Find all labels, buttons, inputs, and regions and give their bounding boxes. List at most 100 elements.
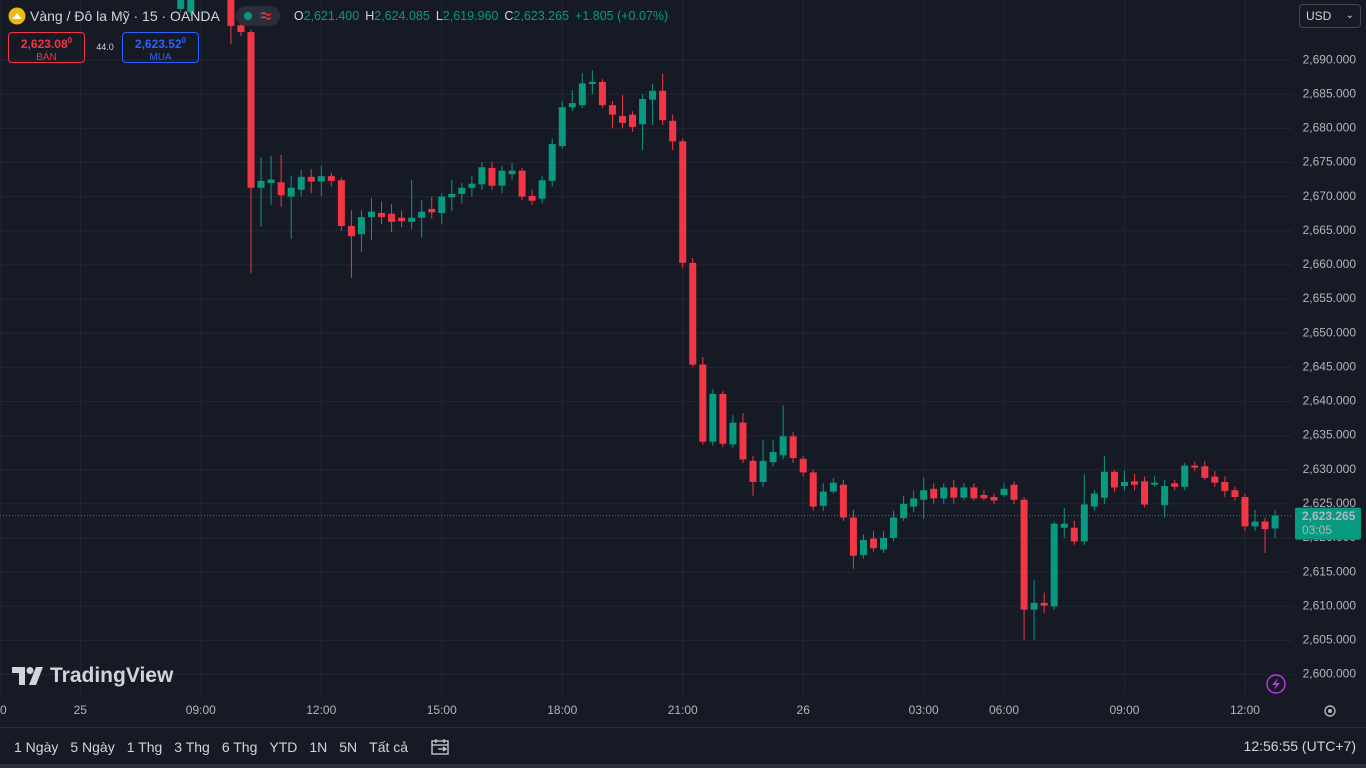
y-tick-label: 2,665.000	[1303, 223, 1357, 237]
axes: 2,600.000 2,605.000 2,610.000 2,615.000 2,62…	[0, 52, 1361, 717]
candle-body	[297, 176, 305, 190]
candle-body	[880, 537, 888, 550]
range-button[interactable]: 5N	[339, 738, 358, 755]
sell-price-pip: 0	[67, 36, 73, 45]
sell-price: 2,623.080	[9, 36, 84, 51]
candle-body	[428, 208, 436, 213]
y-tick-label: 2,630.000	[1303, 462, 1357, 476]
sell-label: BÁN	[36, 52, 57, 63]
candle-body	[739, 422, 747, 460]
countdown: 03:05	[1302, 523, 1332, 537]
buy-price-main: 2,623.52	[134, 37, 182, 51]
candle-body	[408, 217, 416, 222]
buy-button[interactable]: 2,623.520 MUA	[122, 32, 199, 63]
spread: 44.0	[96, 42, 114, 52]
settings-icon[interactable]	[1324, 705, 1336, 717]
range-button[interactable]: 1N	[309, 738, 328, 755]
candle-body	[719, 393, 727, 444]
candle-body	[849, 517, 857, 556]
y-tick-label: 2,670.000	[1303, 189, 1357, 203]
candle-body	[1161, 486, 1169, 506]
candle-body	[578, 83, 586, 106]
date-range-icon[interactable]	[430, 738, 452, 756]
candle-body	[1080, 504, 1088, 542]
candle-body	[990, 497, 998, 501]
candle-body	[388, 213, 396, 222]
candle-body	[468, 183, 476, 188]
candle-body	[548, 144, 556, 181]
ohlc-key: L	[435, 9, 443, 23]
candle-body	[789, 436, 797, 459]
change: +1.805 (+0.07%)	[575, 9, 669, 23]
range-button[interactable]: YTD	[269, 738, 298, 755]
lightning-icon[interactable]	[1266, 674, 1286, 694]
candle-body	[709, 393, 717, 442]
candle-body	[1060, 523, 1068, 528]
range-button[interactable]: 1 Thg	[126, 738, 163, 755]
ohlc-key: H	[365, 9, 375, 23]
candle-body	[1221, 481, 1229, 491]
x-tick-label: 18:00	[547, 703, 577, 717]
y-tick-label: 2,685.000	[1303, 86, 1357, 100]
candle-body	[438, 196, 446, 214]
candle-body	[398, 217, 406, 222]
y-tick-label: 2,635.000	[1303, 428, 1357, 442]
candle-body	[588, 81, 596, 84]
candle-body	[1120, 481, 1128, 487]
candle-body	[337, 180, 345, 226]
candle-body	[177, 0, 185, 9]
candle-body	[629, 114, 637, 127]
sell-price-main: 2,623.08	[20, 37, 68, 51]
x-tick-label: 09:00	[1109, 703, 1139, 717]
candle-body	[649, 90, 657, 100]
range-button[interactable]: 5 Ngày	[70, 738, 115, 755]
y-tick-label: 2,645.000	[1303, 359, 1357, 373]
range-button[interactable]: Tất cả	[369, 738, 409, 755]
buy-price-pip: 0	[181, 36, 187, 45]
grid	[0, 0, 1292, 695]
ohlc-value: 2,623.265	[513, 9, 570, 23]
candle-body	[729, 422, 737, 445]
y-tick-label: 2,615.000	[1303, 564, 1357, 578]
candle-body	[659, 90, 667, 121]
range-button[interactable]: 3 Thg	[174, 738, 210, 755]
candle-body	[940, 487, 948, 499]
candle-body	[639, 98, 647, 125]
candle-body	[378, 213, 386, 218]
currency-select[interactable]: USD ⌄	[1299, 4, 1361, 28]
bottom-strip	[0, 764, 1366, 768]
status-pill[interactable]	[235, 6, 280, 26]
ohlc-value: 2,619.960	[442, 9, 499, 23]
candle-body	[1241, 497, 1249, 527]
market-open-dot	[243, 12, 252, 20]
candle-body	[1271, 515, 1279, 529]
candle-body	[488, 167, 496, 186]
y-tick-label: 2,690.000	[1303, 52, 1357, 66]
candle-body	[247, 32, 255, 188]
range-button[interactable]: 1 Ngày	[14, 738, 59, 755]
candle-body	[498, 170, 506, 186]
y-tick-label: 2,625.000	[1303, 496, 1357, 510]
candle-body	[448, 193, 456, 198]
sell-button[interactable]: 2,623.080 BÁN	[8, 32, 85, 63]
x-tick-label: 09:00	[186, 703, 216, 717]
ohlc-legend: O2,621.400 H2,624.085 L2,619.960 C2,623.…	[294, 9, 668, 23]
candle-body	[1141, 481, 1149, 505]
candle-body	[1231, 490, 1239, 498]
candle-body	[187, 0, 195, 13]
ohlc-key: O	[293, 9, 304, 23]
candle-body	[347, 225, 355, 237]
buy-price: 2,623.520	[123, 36, 198, 51]
candle-body	[618, 116, 626, 123]
range-buttons: 1 Ngày 5 Ngày 1 Thg 3 Thg 6 Thg YTD 1N 5N Tất cả	[0, 739, 408, 755]
symbol-title[interactable]: Vàng / Đô la Mỹ · 15 · OANDA	[30, 8, 220, 24]
candle-body	[930, 488, 938, 499]
dropdown-arrow: ⌄	[1345, 10, 1354, 21]
range-button[interactable]: 6 Thg	[221, 738, 258, 755]
candle-body	[799, 458, 807, 473]
ohlc-key: C	[504, 9, 514, 23]
candle-body	[689, 262, 697, 365]
candle-body	[327, 176, 335, 181]
